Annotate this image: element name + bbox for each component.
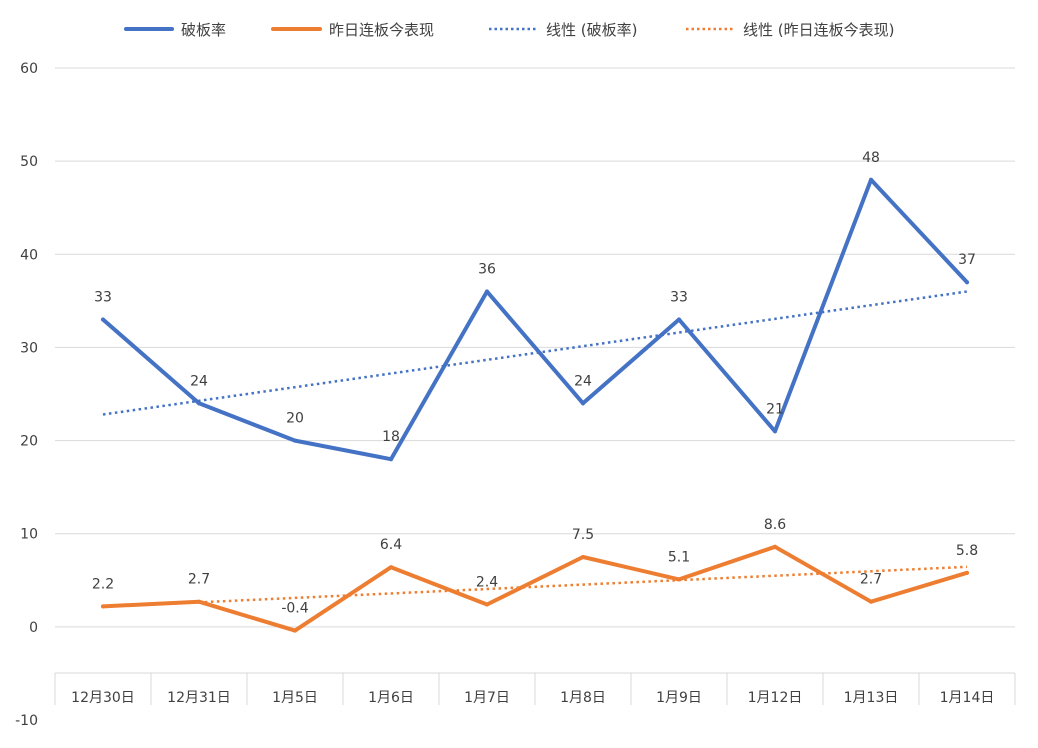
data-point — [581, 401, 585, 406]
data-point — [581, 555, 585, 559]
y-tick-label: 30 — [20, 340, 38, 356]
x-axis: 12月30日 12月31日 1月5日 1月6日 1月7日 1月8日 1月9日 1月12日 1月1… — [54, 672, 1016, 706]
data-label: 6.4 — [380, 537, 402, 553]
legend-item-series-1: 昨日连板今表现 — [271, 21, 434, 39]
legend: 破板率 昨日连板今表现 线性 (破板率) 线性 (昨日连板今表现) — [124, 21, 894, 39]
data-label: 24 — [574, 373, 592, 389]
data-label: 18 — [382, 429, 400, 445]
data-point — [869, 599, 873, 604]
data-label: 2.7 — [860, 572, 882, 588]
data-label: 7.5 — [572, 527, 594, 543]
data-point — [965, 570, 969, 575]
data-point — [773, 429, 777, 434]
data-point — [293, 438, 297, 443]
legend-item-trendline-0: 线性 (破板率) — [489, 21, 637, 39]
data-labels: 33 24 20 18 36 24 33 21 48 37 2.2 2.7 -0.4 6.4 2.4 7.5 5… — [92, 150, 978, 617]
y-tick-label: 20 — [20, 434, 38, 450]
data-point — [485, 289, 489, 294]
x-tick-label: 1月5日 — [272, 690, 318, 706]
trendline-0 — [102, 290, 968, 416]
data-point — [965, 280, 969, 285]
data-label: 36 — [478, 262, 496, 278]
data-label: 5.8 — [956, 543, 978, 559]
data-label: -0.4 — [281, 601, 308, 617]
data-label: 33 — [94, 289, 112, 305]
y-axis: -10 0 10 20 30 40 50 60 — [15, 61, 38, 729]
data-point — [293, 628, 297, 633]
y-tick-label: 0 — [29, 620, 38, 636]
data-label: 37 — [958, 252, 976, 268]
data-label: 2.2 — [92, 576, 114, 592]
data-point — [197, 401, 201, 406]
x-tick-label: 1月13日 — [844, 690, 899, 706]
x-tick-label: 1月8日 — [560, 690, 606, 706]
x-tick-label: 12月30日 — [71, 690, 135, 706]
y-tick-label: 40 — [20, 247, 38, 263]
data-point — [677, 577, 681, 582]
legend-label-trendline-0: 线性 (破板率) — [546, 21, 637, 39]
data-point — [389, 565, 393, 570]
data-point — [485, 602, 489, 607]
data-label: 5.1 — [668, 549, 690, 565]
data-point — [869, 177, 873, 182]
data-label: 21 — [766, 401, 784, 417]
data-point — [389, 457, 393, 462]
gridlines — [55, 67, 1015, 628]
x-tick-label: 1月9日 — [656, 690, 702, 706]
x-tick-label: 1月12日 — [748, 690, 803, 706]
legend-item-trendline-1: 线性 (昨日连板今表现) — [686, 21, 894, 39]
y-tick-label: -10 — [15, 713, 38, 729]
x-tick-label: 1月6日 — [368, 690, 414, 706]
data-label: 48 — [862, 150, 880, 166]
legend-label-series-1: 昨日连板今表现 — [329, 21, 434, 39]
trendlines — [102, 290, 968, 609]
legend-label-trendline-1: 线性 (昨日连板今表现) — [743, 21, 894, 39]
x-tick-label: 1月7日 — [464, 690, 510, 706]
data-label: 2.7 — [188, 572, 210, 588]
data-label: 2.4 — [476, 575, 498, 591]
y-tick-label: 50 — [20, 154, 38, 170]
data-point — [773, 544, 777, 549]
legend-item-series-0: 破板率 — [124, 21, 226, 39]
data-label: 8.6 — [764, 517, 786, 533]
data-point — [197, 599, 201, 604]
data-point — [101, 317, 105, 322]
data-label: 20 — [286, 411, 304, 427]
series-line-1 — [101, 544, 969, 633]
legend-label-series-0: 破板率 — [181, 21, 226, 39]
trendline-1 — [102, 565, 968, 609]
y-tick-label: 60 — [20, 61, 38, 77]
series-line-0 — [101, 177, 969, 462]
data-label: 24 — [190, 373, 208, 389]
data-label: 33 — [670, 289, 688, 305]
data-point — [677, 317, 681, 322]
series-lines — [101, 177, 969, 633]
x-tick-label: 12月31日 — [167, 690, 231, 706]
data-point — [101, 604, 105, 609]
x-tick-label: 1月14日 — [940, 690, 995, 706]
y-tick-label: 10 — [20, 527, 38, 543]
